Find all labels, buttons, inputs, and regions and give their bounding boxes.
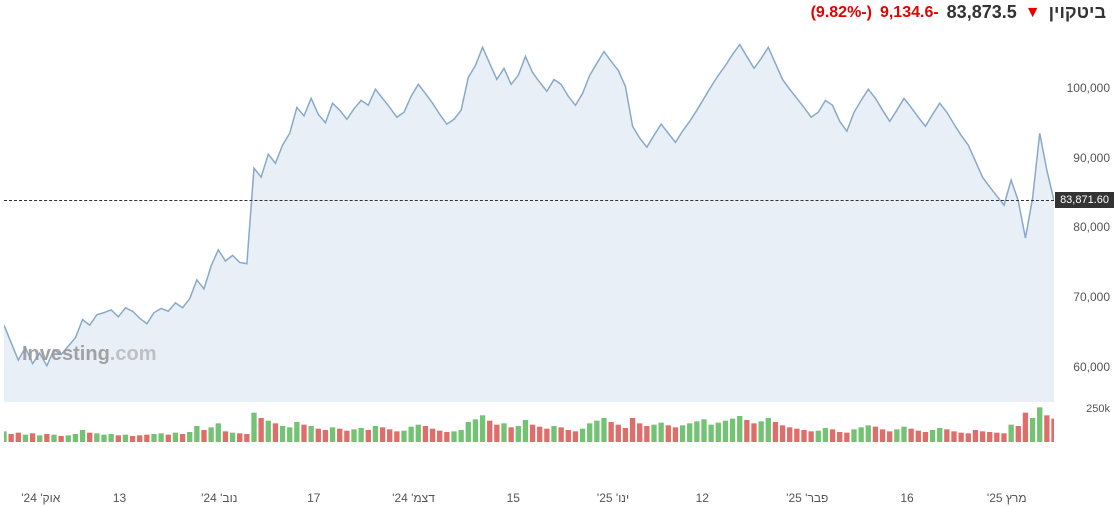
price-change-pct: (-9.82%) [811, 4, 872, 22]
x-tick-label: מרץ 25' [987, 491, 1027, 505]
price-line-svg [4, 32, 1054, 402]
x-tick-label: פבר' 25' [786, 491, 828, 505]
x-tick-label: ינו' 25' [597, 491, 629, 505]
price-chart[interactable]: Investing.com [4, 32, 1054, 402]
current-price-tag: 83,871.60 [1055, 192, 1114, 208]
x-tick-label: 16 [900, 491, 913, 505]
current-price-line [4, 200, 1054, 201]
y-tick-label: 70,000 [1073, 290, 1110, 304]
x-tick-label: 15 [507, 491, 520, 505]
down-arrow-icon: ▼ [1025, 4, 1041, 22]
watermark: Investing.com [22, 343, 156, 366]
x-tick-label: 12 [696, 491, 709, 505]
chart-area[interactable]: Investing.com [4, 32, 1054, 442]
volume-bars-svg [4, 402, 1054, 442]
x-axis: אוק' 24' 13 נוב' 24' 17 דצמ' 24' 15 ינו' 25' 12… [4, 487, 1054, 507]
y-tick-label: 90,000 [1073, 151, 1110, 165]
y-tick-label: 60,000 [1073, 360, 1110, 374]
x-tick-label: 17 [307, 491, 320, 505]
chart-header: ביטקוין ▼ 83,873.5 -9,134.6 (-9.82%) [811, 2, 1106, 23]
y-tick-label: 80,000 [1073, 220, 1110, 234]
x-tick-label: נוב' 24' [201, 491, 237, 505]
price-change: -9,134.6 [880, 4, 939, 22]
x-tick-label: 13 [113, 491, 126, 505]
y-tick-label: 100,000 [1067, 81, 1110, 95]
x-tick-label: דצמ' 24' [392, 491, 435, 505]
volume-y-tick: 250k [1086, 403, 1110, 415]
current-price: 83,873.5 [947, 2, 1017, 23]
instrument-title: ביטקוין [1049, 2, 1106, 23]
volume-chart [4, 402, 1054, 442]
x-tick-label: אוק' 24' [21, 491, 60, 505]
y-axis: 60,000 70,000 80,000 90,000 100,000 83,871.60… [1056, 32, 1114, 442]
